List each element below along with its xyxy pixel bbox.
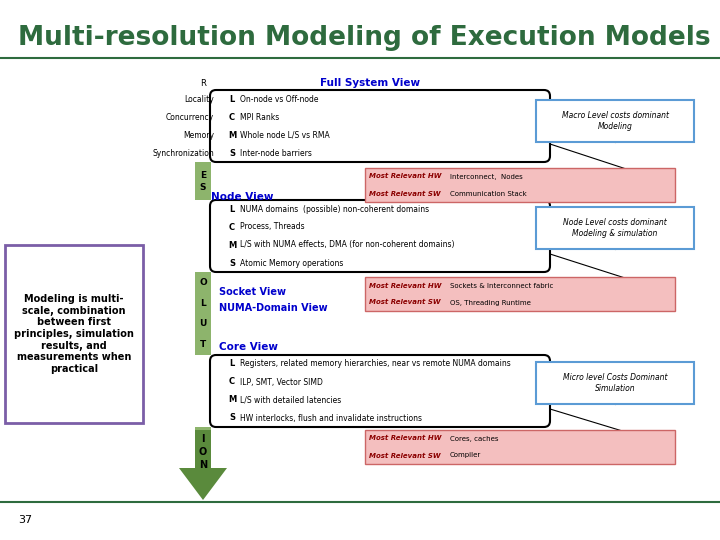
- Text: Node Level costs dominant
Modeling & simulation: Node Level costs dominant Modeling & sim…: [563, 218, 667, 238]
- Text: L/S with detailed latencies: L/S with detailed latencies: [240, 395, 341, 404]
- FancyBboxPatch shape: [210, 200, 550, 272]
- Text: Locality: Locality: [184, 94, 214, 104]
- Text: C: C: [229, 112, 235, 122]
- Text: 37: 37: [18, 515, 32, 525]
- Text: HW interlocks, flush and invalidate instructions: HW interlocks, flush and invalidate inst…: [240, 414, 422, 422]
- Bar: [195, 427, 211, 430]
- Text: L: L: [230, 205, 235, 213]
- Text: S: S: [229, 414, 235, 422]
- Text: S: S: [229, 259, 235, 267]
- Text: Memory: Memory: [183, 131, 214, 139]
- Text: Synchronization: Synchronization: [152, 148, 214, 158]
- Text: M: M: [228, 395, 236, 404]
- Text: NUMA domains  (possible) non-coherent domains: NUMA domains (possible) non-coherent dom…: [240, 205, 429, 213]
- Text: Process, Threads: Process, Threads: [240, 222, 305, 232]
- Text: Compiler: Compiler: [450, 453, 481, 458]
- Text: M: M: [228, 240, 236, 249]
- Text: L: L: [230, 360, 235, 368]
- Text: Cores, caches: Cores, caches: [450, 435, 498, 442]
- Bar: [365, 277, 675, 311]
- FancyBboxPatch shape: [210, 90, 550, 162]
- Text: L: L: [200, 299, 206, 308]
- Text: E: E: [200, 171, 206, 179]
- Bar: [536, 362, 694, 404]
- Text: Sockets & Interconnect fabric: Sockets & Interconnect fabric: [450, 282, 554, 288]
- Text: OS, Threading Runtime: OS, Threading Runtime: [450, 300, 531, 306]
- Text: Concurrency: Concurrency: [166, 112, 214, 122]
- Text: NUMA-Domain View: NUMA-Domain View: [219, 303, 328, 313]
- Text: O: O: [199, 278, 207, 287]
- Text: ILP, SMT, Vector SIMD: ILP, SMT, Vector SIMD: [240, 377, 323, 387]
- Text: Most Relevant SW: Most Relevant SW: [369, 191, 441, 197]
- Text: Core View: Core View: [219, 342, 278, 352]
- Text: S: S: [229, 148, 235, 158]
- Text: Micro level Costs Dominant
Simulation: Micro level Costs Dominant Simulation: [563, 373, 667, 393]
- Bar: [365, 430, 675, 464]
- Text: Most Relevant HW: Most Relevant HW: [369, 173, 441, 179]
- Text: T: T: [200, 340, 206, 349]
- Text: C: C: [229, 222, 235, 232]
- Text: Socket View: Socket View: [219, 287, 286, 298]
- Bar: [536, 207, 694, 249]
- Bar: [365, 168, 675, 202]
- Text: Node View: Node View: [211, 192, 274, 202]
- Text: O: O: [199, 447, 207, 457]
- Text: S: S: [199, 183, 206, 192]
- Text: L: L: [230, 94, 235, 104]
- Text: MPI Ranks: MPI Ranks: [240, 112, 279, 122]
- Text: N: N: [199, 460, 207, 470]
- Text: M: M: [228, 131, 236, 139]
- Text: I: I: [202, 434, 204, 444]
- Text: Registers, related memory hierarchies, near vs remote NUMA domains: Registers, related memory hierarchies, n…: [240, 360, 510, 368]
- Bar: [536, 100, 694, 142]
- Text: Communication Stack: Communication Stack: [450, 191, 527, 197]
- Text: On-node vs Off-node: On-node vs Off-node: [240, 94, 318, 104]
- Text: Atomic Memory operations: Atomic Memory operations: [240, 259, 343, 267]
- Text: L/S with NUMA effects, DMA (for non-coherent domains): L/S with NUMA effects, DMA (for non-cohe…: [240, 240, 454, 249]
- Bar: [195, 162, 211, 200]
- Text: Full System View: Full System View: [320, 78, 420, 88]
- Text: U: U: [199, 319, 207, 328]
- Bar: [195, 272, 211, 355]
- FancyBboxPatch shape: [210, 355, 550, 427]
- Text: Interconnect,  Nodes: Interconnect, Nodes: [450, 173, 523, 179]
- Text: Most Relevant SW: Most Relevant SW: [369, 453, 441, 458]
- Polygon shape: [179, 430, 227, 500]
- Text: Most Relevant HW: Most Relevant HW: [369, 282, 441, 288]
- Text: Multi-resolution Modeling of Execution Models: Multi-resolution Modeling of Execution M…: [18, 25, 711, 51]
- Text: Most Relevant SW: Most Relevant SW: [369, 300, 441, 306]
- Text: Macro Level costs dominant
Modeling: Macro Level costs dominant Modeling: [562, 111, 668, 131]
- Text: R: R: [200, 78, 206, 87]
- Text: C: C: [229, 377, 235, 387]
- Text: Most Relevant HW: Most Relevant HW: [369, 435, 441, 442]
- Text: Modeling is multi-
scale, combination
between first
principles, simulation
resul: Modeling is multi- scale, combination be…: [14, 294, 134, 374]
- Bar: [5, 245, 143, 423]
- Text: Whole node L/S vs RMA: Whole node L/S vs RMA: [240, 131, 330, 139]
- Text: Inter-node barriers: Inter-node barriers: [240, 148, 312, 158]
